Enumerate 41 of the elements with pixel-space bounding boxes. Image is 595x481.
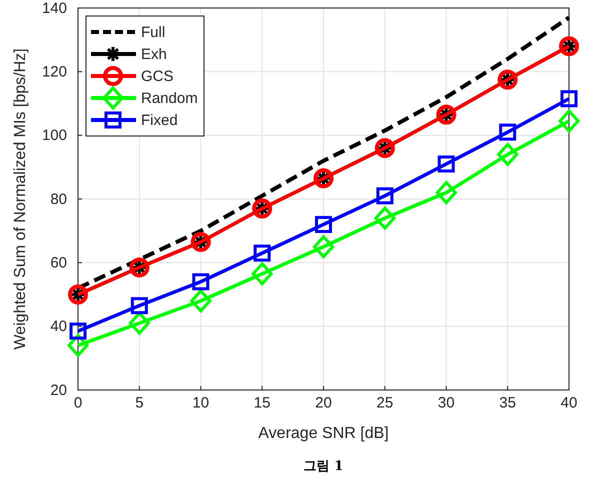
point bbox=[436, 181, 457, 204]
x-tick-label: 30 bbox=[438, 394, 455, 412]
x-tick-label: 15 bbox=[254, 394, 270, 412]
x-tick-label: 40 bbox=[560, 394, 578, 412]
y-tick-label: 100 bbox=[42, 127, 67, 144]
legend-label: Fixed bbox=[141, 112, 178, 129]
y-tick-label: 80 bbox=[50, 190, 67, 208]
y-tick-label: 60 bbox=[50, 254, 67, 272]
x-tick-label: 10 bbox=[192, 394, 210, 412]
point bbox=[499, 124, 516, 141]
caption: 그림 1 bbox=[304, 459, 344, 474]
x-tick-label: 20 bbox=[315, 394, 332, 412]
point bbox=[70, 322, 86, 340]
point bbox=[376, 187, 394, 204]
point bbox=[254, 244, 271, 262]
y-axis-title: Weighted Sum of Normalized MIs [bps/Hz] bbox=[12, 48, 29, 350]
y-tick-label: 140 bbox=[42, 0, 67, 17]
x-tick-label: 35 bbox=[499, 394, 516, 412]
y-tick-label: 40 bbox=[50, 318, 67, 336]
point bbox=[558, 110, 580, 133]
point bbox=[374, 206, 396, 230]
point bbox=[128, 312, 150, 335]
point bbox=[315, 216, 332, 233]
x-tick-label: 25 bbox=[376, 394, 394, 412]
point bbox=[130, 297, 148, 314]
point bbox=[560, 90, 578, 108]
y-tick-label: 120 bbox=[42, 63, 67, 80]
x-tick-label: 0 bbox=[74, 394, 82, 412]
point bbox=[190, 289, 212, 312]
legend-label: Random bbox=[141, 90, 198, 107]
x-tick-label: 5 bbox=[135, 394, 144, 412]
y-tick-label: 20 bbox=[50, 382, 67, 399]
point bbox=[252, 262, 273, 286]
point bbox=[313, 235, 334, 258]
legend-label: GCS bbox=[141, 68, 174, 85]
x-axis-title: Average SNR [dB] bbox=[258, 425, 389, 442]
point bbox=[438, 155, 455, 172]
legend-label: Exh bbox=[141, 46, 167, 63]
legend-label: Full bbox=[141, 24, 166, 41]
point bbox=[192, 273, 210, 290]
point bbox=[497, 142, 518, 166]
